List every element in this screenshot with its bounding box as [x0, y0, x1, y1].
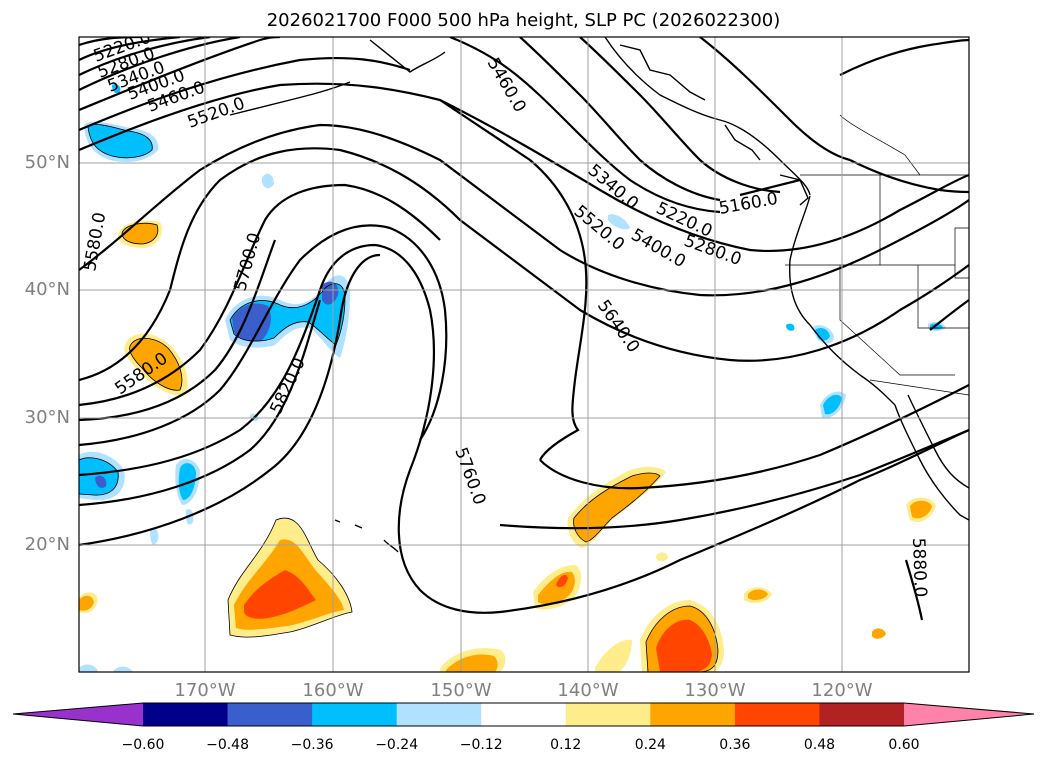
coastlines: [229, 37, 969, 553]
lat-label-50n: 50°N: [24, 152, 70, 173]
map-frame: [78, 36, 970, 673]
colorbar-tick-label: −0.12: [459, 737, 503, 753]
map-title: 2026021700 F000 500 hPa height, SLP PC (…: [266, 10, 781, 31]
colorbar-tick-label: 0.12: [550, 737, 582, 753]
colorbar-tick-label: −0.60: [121, 737, 165, 753]
lat-label-30n: 30°N: [24, 407, 70, 428]
colorbar-swatches: [13, 703, 1034, 726]
colorbar-outline: [12, 702, 1035, 727]
lat-label-20n: 20°N: [24, 534, 70, 555]
colorbar-extend-high: [904, 703, 1034, 726]
colorbar-tick-label: 0.48: [803, 737, 836, 753]
lon-label-160w: 160°W: [302, 680, 364, 701]
colorbar-tick-label: 0.60: [888, 737, 920, 753]
lat-label-40n: 40°N: [24, 279, 70, 300]
lon-label-150w: 150°W: [430, 680, 492, 701]
colorbar-tick-label: 0.36: [719, 737, 751, 753]
contour-label: 5880.0: [908, 537, 930, 597]
lon-label-130w: 130°W: [684, 680, 746, 701]
colorbar-swatch: [396, 703, 482, 726]
height-contours: [79, 37, 969, 621]
colorbar-swatch: [565, 703, 651, 726]
colorbar-tick-label: −0.48: [206, 737, 249, 753]
anomaly-outlines: [79, 124, 719, 672]
lon-label-140w: 140°W: [557, 680, 619, 701]
colorbar-swatch: [312, 703, 398, 726]
lon-label-170w: 170°W: [174, 680, 236, 701]
colorbar-swatch: [143, 703, 229, 726]
colorbar-swatch: [734, 703, 820, 726]
colorbar-tick-label: −0.36: [290, 737, 334, 753]
colorbar-tick-label: 0.24: [634, 737, 666, 753]
lon-label-120w: 120°W: [811, 680, 873, 701]
colorbar-swatch: [650, 703, 736, 726]
colorbar-extend-low: [13, 703, 143, 726]
colorbar-swatch: [481, 703, 567, 726]
graticule: [79, 37, 969, 672]
colorbar-tick-label: −0.24: [375, 737, 419, 753]
colorbar-swatch: [819, 703, 905, 726]
colorbar-swatch: [227, 703, 313, 726]
